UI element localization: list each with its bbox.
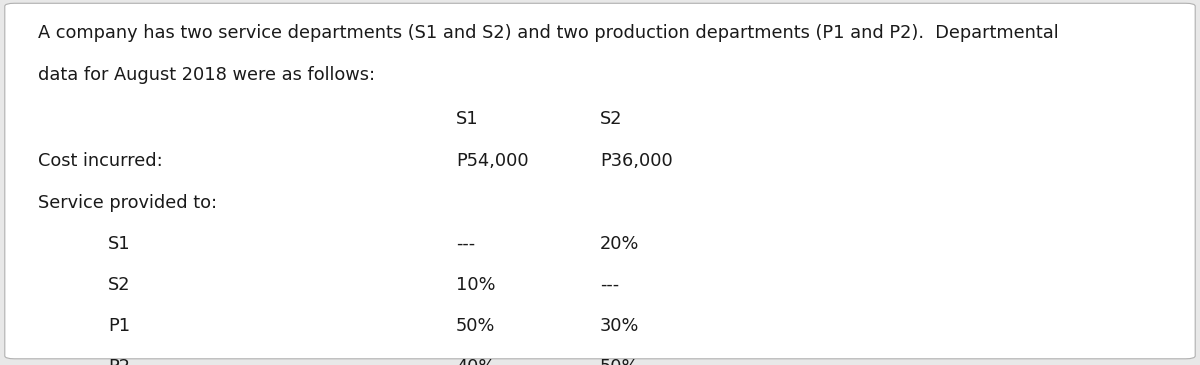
- Text: ---: ---: [456, 235, 475, 253]
- Text: 50%: 50%: [600, 358, 640, 365]
- Text: S1: S1: [456, 110, 479, 128]
- Text: P1: P1: [108, 317, 130, 335]
- Text: P2: P2: [108, 358, 130, 365]
- Text: 10%: 10%: [456, 276, 496, 294]
- Text: A company has two service departments (S1 and S2) and two production departments: A company has two service departments (S…: [38, 24, 1060, 42]
- Text: data for August 2018 were as follows:: data for August 2018 were as follows:: [38, 66, 376, 84]
- Text: 40%: 40%: [456, 358, 496, 365]
- Text: Service provided to:: Service provided to:: [38, 194, 217, 212]
- Text: P54,000: P54,000: [456, 152, 529, 170]
- Text: P36,000: P36,000: [600, 152, 673, 170]
- Text: S2: S2: [108, 276, 131, 294]
- Text: Cost incurred:: Cost incurred:: [38, 152, 163, 170]
- Text: 50%: 50%: [456, 317, 496, 335]
- Text: 20%: 20%: [600, 235, 640, 253]
- Text: 30%: 30%: [600, 317, 640, 335]
- Text: ---: ---: [600, 276, 619, 294]
- Text: S2: S2: [600, 110, 623, 128]
- Text: S1: S1: [108, 235, 131, 253]
